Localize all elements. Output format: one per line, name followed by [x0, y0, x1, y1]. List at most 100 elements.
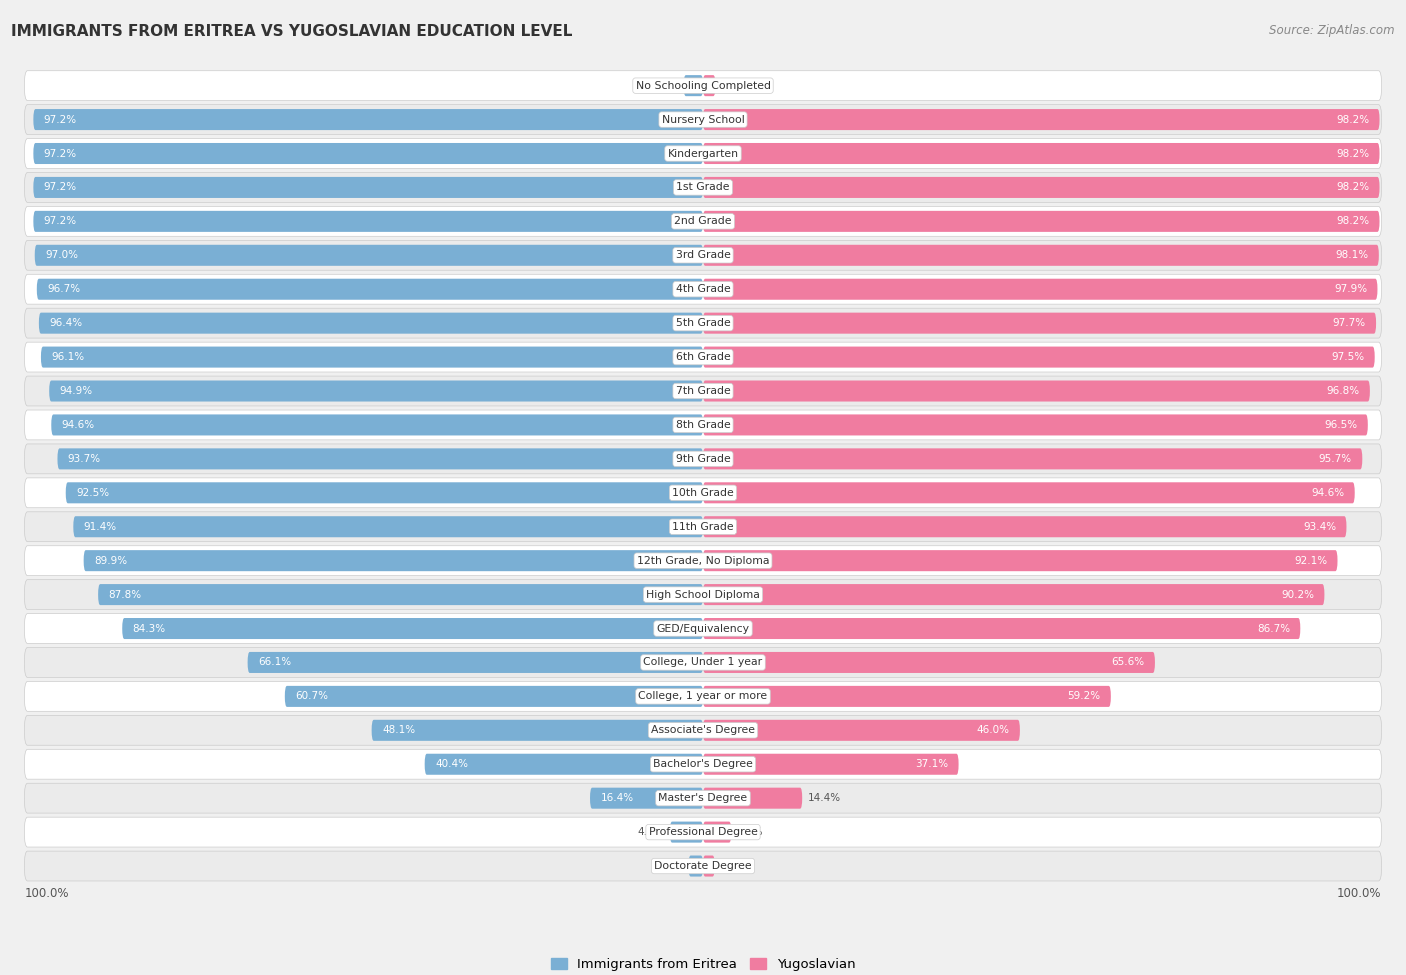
FancyBboxPatch shape	[24, 512, 1382, 542]
Text: 93.4%: 93.4%	[1303, 522, 1336, 531]
Text: 86.7%: 86.7%	[1257, 624, 1289, 634]
FancyBboxPatch shape	[24, 682, 1382, 712]
FancyBboxPatch shape	[247, 652, 703, 673]
Text: 59.2%: 59.2%	[1067, 691, 1101, 701]
Text: 1.8%: 1.8%	[721, 81, 748, 91]
Text: 2.8%: 2.8%	[652, 81, 678, 91]
FancyBboxPatch shape	[49, 380, 703, 402]
FancyBboxPatch shape	[41, 346, 703, 368]
FancyBboxPatch shape	[83, 550, 703, 571]
FancyBboxPatch shape	[703, 75, 716, 97]
FancyBboxPatch shape	[24, 444, 1382, 474]
FancyBboxPatch shape	[58, 448, 703, 469]
Text: 7th Grade: 7th Grade	[676, 386, 730, 396]
Text: 2.1%: 2.1%	[657, 861, 683, 871]
Text: Professional Degree: Professional Degree	[648, 827, 758, 838]
Text: 96.4%: 96.4%	[49, 318, 83, 329]
FancyBboxPatch shape	[683, 75, 703, 97]
Text: Associate's Degree: Associate's Degree	[651, 725, 755, 735]
FancyBboxPatch shape	[703, 279, 1378, 299]
Text: Bachelor's Degree: Bachelor's Degree	[652, 760, 754, 769]
FancyBboxPatch shape	[285, 685, 703, 707]
Text: 98.2%: 98.2%	[1336, 148, 1369, 159]
FancyBboxPatch shape	[703, 346, 1375, 368]
FancyBboxPatch shape	[39, 313, 703, 333]
Text: 97.2%: 97.2%	[44, 148, 77, 159]
FancyBboxPatch shape	[703, 211, 1379, 232]
FancyBboxPatch shape	[703, 788, 803, 808]
Text: 37.1%: 37.1%	[915, 760, 948, 769]
FancyBboxPatch shape	[703, 414, 1368, 436]
FancyBboxPatch shape	[34, 143, 703, 164]
FancyBboxPatch shape	[24, 580, 1382, 609]
FancyBboxPatch shape	[24, 71, 1382, 100]
Text: 66.1%: 66.1%	[257, 657, 291, 668]
FancyBboxPatch shape	[24, 138, 1382, 169]
Text: 16.4%: 16.4%	[600, 794, 634, 803]
Text: 87.8%: 87.8%	[108, 590, 142, 600]
FancyBboxPatch shape	[703, 109, 1379, 130]
Text: 100.0%: 100.0%	[24, 886, 69, 900]
Text: 96.5%: 96.5%	[1324, 420, 1358, 430]
Text: 9th Grade: 9th Grade	[676, 454, 730, 464]
FancyBboxPatch shape	[24, 274, 1382, 304]
Text: 5th Grade: 5th Grade	[676, 318, 730, 329]
FancyBboxPatch shape	[24, 647, 1382, 678]
Text: Nursery School: Nursery School	[662, 115, 744, 125]
Text: 8th Grade: 8th Grade	[676, 420, 730, 430]
FancyBboxPatch shape	[689, 855, 703, 877]
Text: 12th Grade, No Diploma: 12th Grade, No Diploma	[637, 556, 769, 566]
FancyBboxPatch shape	[35, 245, 703, 266]
Text: High School Diploma: High School Diploma	[647, 590, 759, 600]
Text: 1st Grade: 1st Grade	[676, 182, 730, 192]
FancyBboxPatch shape	[703, 550, 1337, 571]
Text: 98.2%: 98.2%	[1336, 216, 1369, 226]
Text: 91.4%: 91.4%	[83, 522, 117, 531]
FancyBboxPatch shape	[24, 376, 1382, 406]
FancyBboxPatch shape	[703, 855, 714, 877]
FancyBboxPatch shape	[34, 211, 703, 232]
FancyBboxPatch shape	[669, 822, 703, 842]
Text: 97.0%: 97.0%	[45, 251, 79, 260]
FancyBboxPatch shape	[703, 245, 1379, 266]
FancyBboxPatch shape	[34, 176, 703, 198]
Text: 94.9%: 94.9%	[59, 386, 93, 396]
Text: 6th Grade: 6th Grade	[676, 352, 730, 362]
FancyBboxPatch shape	[24, 241, 1382, 270]
Text: 84.3%: 84.3%	[132, 624, 166, 634]
Text: 4th Grade: 4th Grade	[676, 285, 730, 294]
FancyBboxPatch shape	[73, 516, 703, 537]
Text: Doctorate Degree: Doctorate Degree	[654, 861, 752, 871]
FancyBboxPatch shape	[24, 342, 1382, 372]
FancyBboxPatch shape	[703, 176, 1379, 198]
FancyBboxPatch shape	[703, 143, 1379, 164]
FancyBboxPatch shape	[703, 720, 1019, 741]
Text: 95.7%: 95.7%	[1319, 454, 1353, 464]
Text: 2nd Grade: 2nd Grade	[675, 216, 731, 226]
FancyBboxPatch shape	[24, 207, 1382, 236]
FancyBboxPatch shape	[24, 817, 1382, 847]
FancyBboxPatch shape	[703, 822, 731, 842]
FancyBboxPatch shape	[703, 685, 1111, 707]
Text: 46.0%: 46.0%	[977, 725, 1010, 735]
Text: 10th Grade: 10th Grade	[672, 488, 734, 498]
FancyBboxPatch shape	[24, 851, 1382, 881]
Text: Master's Degree: Master's Degree	[658, 794, 748, 803]
Text: 48.1%: 48.1%	[382, 725, 415, 735]
FancyBboxPatch shape	[122, 618, 703, 639]
FancyBboxPatch shape	[51, 414, 703, 436]
Text: 97.2%: 97.2%	[44, 115, 77, 125]
Text: 92.5%: 92.5%	[76, 488, 110, 498]
FancyBboxPatch shape	[703, 483, 1355, 503]
Text: 93.7%: 93.7%	[67, 454, 101, 464]
Text: 96.7%: 96.7%	[48, 285, 80, 294]
Text: 60.7%: 60.7%	[295, 691, 328, 701]
Text: 90.2%: 90.2%	[1281, 590, 1315, 600]
FancyBboxPatch shape	[703, 516, 1347, 537]
Text: 96.8%: 96.8%	[1326, 386, 1360, 396]
FancyBboxPatch shape	[703, 618, 1301, 639]
FancyBboxPatch shape	[703, 584, 1324, 605]
Text: 96.1%: 96.1%	[51, 352, 84, 362]
Text: 100.0%: 100.0%	[1337, 886, 1382, 900]
Text: 14.4%: 14.4%	[807, 794, 841, 803]
